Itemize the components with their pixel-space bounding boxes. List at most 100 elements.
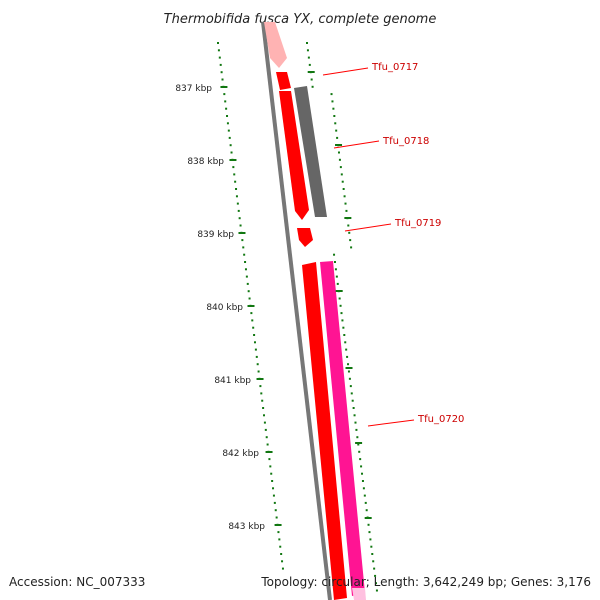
- ruler-minor-tick: [281, 560, 284, 563]
- secondary-minor-tick: [375, 589, 378, 592]
- gene-segment-faded-bottom: [352, 588, 366, 600]
- secondary-minor-tick: [306, 49, 309, 52]
- secondary-minor-tick: [349, 239, 352, 242]
- ruler-major-tick: [265, 451, 273, 453]
- secondary-major-tick: [364, 517, 372, 519]
- secondary-minor-tick: [340, 173, 343, 176]
- secondary-minor-tick: [374, 574, 377, 577]
- secondary-minor-tick: [334, 268, 337, 271]
- secondary-minor-tick: [364, 501, 367, 504]
- ruler-minor-tick: [253, 341, 256, 344]
- ruler-minor-tick: [248, 297, 251, 300]
- secondary-minor-tick: [370, 545, 373, 548]
- kbp-label-837: 837 kbp: [175, 84, 212, 94]
- secondary-minor-tick: [339, 166, 342, 169]
- ruler-minor-tick: [263, 414, 266, 417]
- secondary-minor-tick: [368, 531, 371, 534]
- kbp-label-841: 841 kbp: [214, 376, 251, 386]
- secondary-minor-tick: [362, 487, 365, 490]
- ruler-minor-tick: [259, 385, 262, 388]
- ruler-minor-tick: [241, 239, 244, 242]
- ruler-minor-tick: [272, 494, 275, 497]
- gene-tfu-0719-shape: [297, 228, 313, 247]
- ruler-minor-tick: [237, 209, 240, 212]
- ruler-minor-tick: [255, 355, 258, 358]
- ruler-minor-tick: [277, 531, 280, 534]
- secondary-minor-tick: [352, 407, 355, 409]
- ruler-minor-tick: [266, 443, 269, 446]
- ruler-minor-tick: [262, 407, 265, 409]
- ruler-minor-tick: [223, 93, 226, 96]
- gene-label-tfu-0718[interactable]: Tfu_0718: [382, 136, 429, 147]
- gene-label-tfu-0720[interactable]: Tfu_0720: [417, 414, 464, 425]
- ruler-minor-tick: [260, 392, 263, 395]
- ruler-minor-tick: [224, 100, 227, 103]
- secondary-major-tick: [335, 290, 343, 292]
- ruler-minor-tick: [228, 136, 231, 139]
- ruler-minor-tick: [227, 129, 230, 132]
- genome-summary-text: Topology: circular; Length: 3,642,249 bp…: [260, 575, 591, 589]
- ruler-major-tick: [256, 378, 264, 380]
- secondary-minor-tick: [350, 392, 353, 395]
- ruler-minor-tick: [217, 42, 219, 44]
- ruler-minor-tick: [244, 261, 247, 263]
- secondary-minor-tick: [347, 370, 350, 373]
- ruler-minor-tick: [261, 399, 264, 402]
- secondary-minor-tick: [333, 115, 336, 117]
- ruler-minor-tick: [278, 538, 281, 541]
- ruler-minor-tick: [268, 458, 271, 461]
- secondary-minor-tick: [371, 553, 374, 555]
- leader-line-tfu-0718: [333, 140, 380, 149]
- gene-label-tfu-0717[interactable]: Tfu_0717: [371, 62, 418, 73]
- ruler-minor-tick: [274, 509, 277, 512]
- ruler-minor-tick: [280, 553, 283, 555]
- secondary-minor-tick: [334, 122, 337, 125]
- ruler-minor-tick: [245, 275, 248, 278]
- secondary-tick-track: [306, 42, 378, 592]
- secondary-minor-tick: [331, 100, 334, 103]
- ruler-minor-tick: [220, 71, 223, 74]
- secondary-minor-tick: [372, 560, 375, 563]
- secondary-minor-tick: [347, 363, 350, 366]
- secondary-minor-tick: [340, 312, 343, 315]
- secondary-minor-tick: [342, 326, 345, 329]
- ruler-minor-tick: [244, 268, 247, 271]
- secondary-minor-tick: [335, 275, 338, 278]
- secondary-minor-tick: [337, 151, 340, 154]
- secondary-minor-tick: [348, 231, 351, 234]
- ruler-minor-tick: [233, 173, 236, 176]
- secondary-minor-tick: [365, 509, 368, 512]
- ruler-minor-tick: [218, 56, 221, 59]
- secondary-minor-tick: [361, 480, 364, 482]
- ruler-minor-tick: [236, 202, 239, 205]
- gene-label-tfu-0719[interactable]: Tfu_0719: [394, 218, 441, 229]
- ruler-minor-tick: [247, 290, 250, 293]
- ruler-minor-tick: [281, 567, 284, 570]
- leader-line-tfu-0719: [344, 223, 392, 232]
- ruler-minor-tick: [252, 326, 255, 329]
- ruler-minor-tick: [279, 545, 282, 548]
- gene-tfu-0718-shape: [294, 86, 327, 217]
- leader-line-tfu-0717: [322, 67, 369, 76]
- gene-segment-faded: [264, 22, 287, 68]
- secondary-minor-tick: [350, 246, 353, 249]
- secondary-minor-tick: [357, 443, 360, 446]
- map-title: Thermobifida fusca YX, complete genome: [164, 12, 437, 27]
- kbp-label-839: 839 kbp: [197, 230, 234, 240]
- ruler-minor-tick: [232, 166, 235, 169]
- secondary-minor-tick: [307, 56, 310, 59]
- secondary-minor-tick: [342, 188, 345, 190]
- secondary-minor-tick: [353, 414, 356, 417]
- secondary-minor-tick: [358, 450, 361, 453]
- ruler-minor-tick: [251, 319, 254, 322]
- features-track: [264, 22, 366, 600]
- secondary-minor-tick: [360, 465, 363, 468]
- secondary-minor-tick: [308, 63, 311, 66]
- secondary-minor-tick: [349, 385, 352, 388]
- ruler-minor-tick: [235, 188, 238, 190]
- kbp-label-838: 838 kbp: [187, 157, 224, 167]
- ruler-major-tick: [229, 159, 237, 161]
- gene-tfu-0720-shape: [320, 261, 365, 596]
- secondary-minor-tick: [344, 202, 347, 205]
